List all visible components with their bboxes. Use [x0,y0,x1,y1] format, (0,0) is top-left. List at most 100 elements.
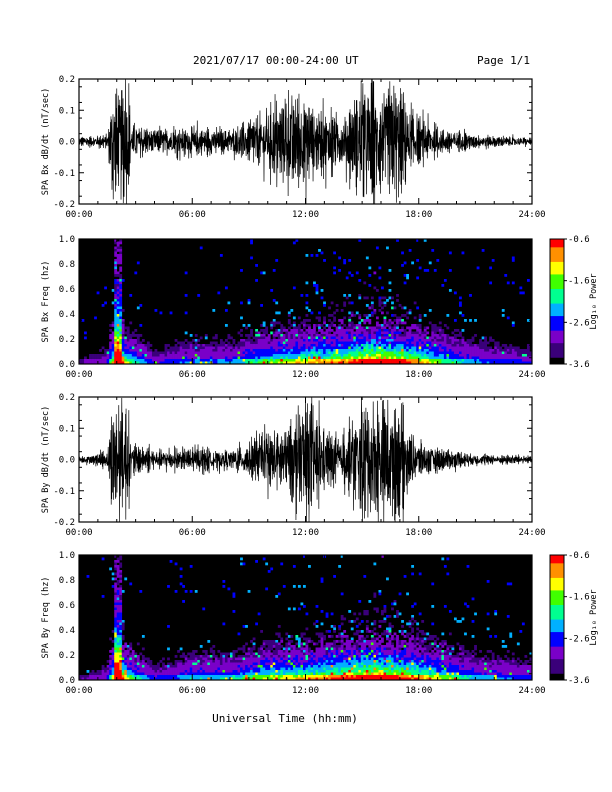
spectrogram-cell [484,339,487,342]
spectrogram-cell [348,675,352,678]
spectrogram-cell [91,675,95,678]
spectrogram-cell [403,677,407,681]
spectrogram-cell [516,351,520,355]
spectrogram-cell [313,346,316,350]
spectrogram-cell [109,650,113,653]
spectrogram-cell [230,655,233,658]
spectrogram-cell [521,291,525,295]
spectrogram-cell [302,359,306,362]
spectrogram-cell [418,346,422,350]
spectrogram-cell [106,675,110,678]
spectrogram-cell [365,326,369,330]
spectrogram-cell [433,665,437,668]
spectrogram-cell [275,655,279,658]
spectrogram-cell [232,595,236,598]
spectrogram-cell [109,349,113,352]
spectrogram-cell [224,361,228,365]
spectrogram-cell [355,349,359,352]
spectrogram-cell [363,675,367,678]
spectrogram-cell [167,672,170,676]
spectrogram-cell [459,304,462,307]
spectrogram-cell [282,344,286,347]
spectrogram-cell [411,630,415,633]
spectrogram-cell [164,670,168,673]
spectrogram-cell [313,672,316,676]
spectrogram-cell [217,344,221,347]
spectrogram-cell [300,602,304,606]
spectrogram-cell [408,349,412,352]
spectrogram-cell [119,276,123,280]
spectrogram-cell [459,356,462,360]
spectrogram-cell [164,675,168,678]
spectrogram-cell [413,675,417,678]
spectrogram-cell [418,329,422,332]
spectrogram-cell [167,647,170,651]
spectrogram-cell [416,326,420,330]
spectrogram-cell [383,605,387,608]
spectrogram-cell [363,356,367,360]
spectrogram-cell [323,349,326,352]
spectrogram-cell [255,329,258,332]
spectrogram-cell [282,655,286,658]
spectrogram-cell [320,334,324,337]
spectrogram-cell [214,667,218,671]
spectrogram-cell [381,657,384,661]
spectrogram-cell [313,336,316,340]
spectrogram-cell [114,652,118,656]
spectrogram-cell [308,640,311,643]
spectrogram-cell [474,334,477,337]
spectrogram-cell [416,341,420,345]
spectrogram-cell [436,351,440,355]
spectrogram-cell [184,672,188,676]
spectrogram-cell [519,356,523,360]
spectrogram-cell [141,361,145,365]
spectrogram-cell [209,660,213,663]
spectrogram-cell [313,665,316,668]
spectrogram-cell [204,662,208,666]
spectrogram-cell [167,359,170,362]
spectrogram-cell [174,655,178,658]
spectrogram-cell [393,637,397,641]
spectrogram-cell [383,361,387,365]
spectrogram-cell [401,642,404,646]
spectrogram-cell [167,667,170,671]
spectrogram-cell [222,677,226,681]
spectrogram-cell [370,354,374,357]
spectrogram-cell [378,276,382,280]
spectrogram-cell [368,662,372,666]
spectrogram-cell [111,655,115,658]
spectrogram-cell [408,620,412,623]
spectrogram-cell [247,339,251,342]
spectrogram-cell [300,336,304,340]
spectrogram-cell [406,667,409,671]
spectrogram-cell [310,670,314,673]
spectrogram-cell [159,677,163,681]
spectrogram-cell [172,359,175,362]
spectrogram-cell [365,334,369,337]
spectrogram-cell [212,349,216,352]
spectrogram-cell [348,672,352,676]
spectrogram-cell [388,359,392,362]
spectrogram-cell [265,665,269,668]
spectrogram-cell [275,351,279,355]
spectrogram-cell [335,344,339,347]
spectrogram-cell [456,344,460,347]
spectrogram-cell [260,670,264,673]
spectrogram-cell [265,667,269,671]
spectrogram-cell [350,650,354,653]
spectrogram-cell [368,657,372,661]
spectrogram-cell [451,351,455,355]
spectrogram-cell [96,670,100,673]
spectrogram-cell [453,336,457,340]
spectrogram-cell [431,334,435,337]
spectrogram-cell [114,316,118,320]
colorbar-segment [550,307,564,311]
spectrogram-cell [141,657,145,661]
spectrogram-cell [119,652,123,656]
spectrogram-cell [214,346,218,350]
spectrogram-cell [169,346,173,350]
colorbar-segment [550,318,564,321]
spectrogram-cell [448,361,452,365]
spectrogram-cell [119,557,123,561]
spectrogram-cell [247,655,251,658]
